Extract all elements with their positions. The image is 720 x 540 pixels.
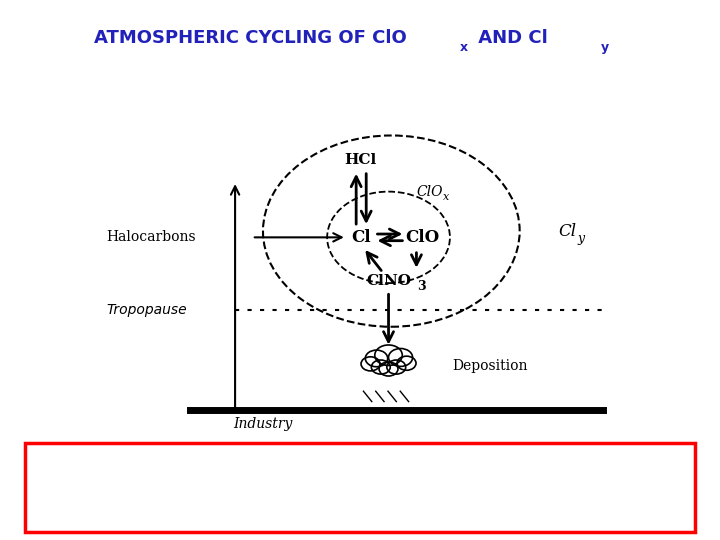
Circle shape [379, 362, 398, 376]
Circle shape [361, 357, 380, 371]
Circle shape [375, 345, 402, 366]
Text: y: y [577, 232, 584, 245]
Text: ClO: ClO [416, 185, 443, 199]
Text: y: y [601, 41, 609, 54]
Circle shape [397, 356, 416, 370]
Text: Cl: Cl [351, 229, 371, 246]
Text: ClO: ClO [405, 229, 439, 246]
Text: ATMOSPHERIC CYCLING OF ClO: ATMOSPHERIC CYCLING OF ClO [94, 29, 406, 47]
Text: Halocarbons: Halocarbons [107, 231, 197, 245]
Text: Tropopause: Tropopause [107, 303, 187, 317]
Text: x: x [459, 41, 467, 54]
Circle shape [387, 360, 405, 374]
Circle shape [365, 350, 387, 367]
Text: ClNO: ClNO [366, 274, 411, 288]
Circle shape [389, 348, 413, 367]
Text: Cl: Cl [559, 222, 577, 240]
Text: HCl: HCl [344, 153, 377, 167]
Circle shape [372, 360, 390, 374]
Text: Molina and Rowland shared 1995 Nobel Prize for their: Molina and Rowland shared 1995 Nobel Pri… [127, 460, 593, 474]
Text: x: x [443, 192, 449, 201]
Text: 3: 3 [418, 280, 426, 293]
Text: AND Cl: AND Cl [472, 29, 547, 47]
Text: work on the ClOx catalyzed destruction of ozone: work on the ClOx catalyzed destruction o… [154, 494, 566, 508]
Text: Industry: Industry [233, 417, 292, 431]
Text: Deposition: Deposition [453, 359, 528, 373]
